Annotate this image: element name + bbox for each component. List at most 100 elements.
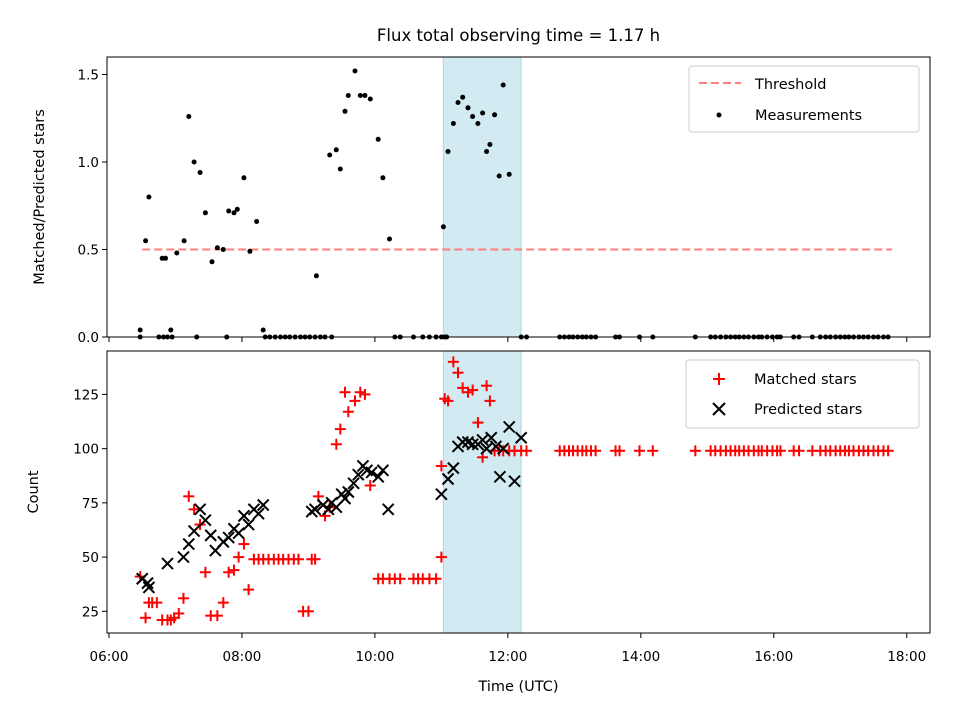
predicted-star-marker [199, 513, 212, 527]
measurement-point [197, 170, 203, 175]
predicted-star-marker [338, 492, 352, 505]
bottom-legend: Matched stars Predicted stars [685, 359, 920, 429]
y-tick-label: 0.0 [78, 330, 99, 346]
matched-star-marker [520, 445, 532, 457]
top-plot-frame [106, 56, 931, 338]
matched-star-marker [430, 573, 442, 585]
predicted-star-marker [372, 470, 385, 484]
measurement-point [367, 96, 373, 102]
matched-star-marker [140, 612, 152, 624]
predicted-star-marker [447, 461, 460, 475]
measurement-point [234, 206, 240, 212]
matched-star-marker [339, 386, 351, 398]
matched-star-marker [177, 592, 189, 604]
matched-star-marker [342, 406, 354, 418]
y-tick-label: 25 [82, 604, 99, 620]
measurement-point [492, 112, 498, 118]
matched-star-marker [330, 438, 342, 450]
predicted-star-marker [347, 477, 360, 490]
matched-star-marker [442, 395, 454, 407]
measurements-legend-label: Measurements [755, 108, 862, 124]
x-tick-label: 06:00 [90, 649, 129, 665]
matched-star-marker [394, 573, 406, 585]
predicted-star-marker [242, 518, 255, 531]
measurement-point [470, 114, 476, 119]
predicted-star-marker [435, 487, 448, 501]
measurement-point [450, 121, 456, 126]
predicted-star-marker [381, 503, 395, 516]
measurement-point [247, 248, 253, 254]
bottom-y-ticks: 25 50 75 100 125 [73, 387, 107, 620]
y-tick-label: 1.0 [78, 155, 99, 171]
predicted-star-marker [141, 576, 154, 590]
matched-legend-swatch [713, 373, 725, 385]
measurement-point [163, 255, 168, 261]
predicted-star-marker [376, 464, 390, 477]
matched-star-marker [364, 479, 376, 491]
threshold-legend-label: Threshold [754, 77, 826, 93]
matched-star-marker [334, 423, 346, 435]
matched-star-marker [349, 395, 361, 407]
matched-star-marker [302, 605, 314, 617]
matched-star-marker [435, 460, 447, 472]
predicted-star-marker [365, 466, 378, 479]
predicted-star-marker [237, 509, 251, 523]
predicted-star-marker [308, 503, 322, 516]
measurement-point [168, 327, 174, 333]
measurement-point [186, 114, 192, 119]
predicted-star-marker [456, 435, 469, 449]
matched-star-marker [173, 607, 185, 619]
matched-star-marker [793, 445, 805, 457]
measurement-point [191, 159, 197, 165]
measurement-point [181, 238, 187, 244]
matched-star-marker [211, 610, 223, 622]
measurement-point [345, 93, 351, 98]
predicted-star-marker [204, 529, 217, 542]
measurement-point [333, 147, 339, 153]
measurement-point [313, 273, 319, 279]
predicted-star-marker [466, 438, 479, 451]
y-tick-label: 100 [73, 442, 99, 458]
matched-star-marker [467, 384, 479, 396]
matched-star-marker [882, 445, 894, 457]
measurement-point [440, 224, 446, 230]
predicted-star-marker [232, 527, 245, 540]
x-tick-label: 14:00 [621, 649, 660, 665]
matched-star-marker [199, 566, 211, 578]
y-tick-label: 1.5 [78, 68, 99, 84]
predicted-star-marker [252, 507, 265, 520]
matched-star-marker [292, 553, 304, 565]
predicted-star-marker [182, 537, 195, 551]
measurement-point [380, 175, 386, 181]
predicted-star-marker [222, 531, 235, 544]
chart-title: Flux total observing time = 1.17 h [377, 26, 660, 45]
top-y-ticks: 0.0 0.5 1.0 1.5 [78, 68, 107, 346]
y-tick-label: 50 [82, 550, 99, 566]
predicted-legend-swatch [712, 402, 726, 416]
measurement-point [220, 247, 226, 252]
predicted-star-marker [187, 524, 201, 538]
matched-star-marker [614, 445, 626, 457]
measurement-point [362, 93, 368, 98]
x-tick-label: 16:00 [754, 649, 793, 665]
measurement-point [202, 210, 208, 216]
x-tick-label: 18:00 [887, 649, 926, 665]
measurement-point [487, 142, 493, 147]
predicted-star-marker [322, 503, 335, 516]
top-legend: Threshold Measurements [688, 65, 920, 133]
matched-star-marker [435, 551, 447, 563]
matched-stars-series [134, 356, 894, 626]
matched-star-marker [689, 445, 701, 457]
predicted-star-marker [485, 431, 498, 444]
predicted-star-marker [497, 442, 510, 455]
measurement-point [506, 171, 512, 177]
measurement-point [480, 110, 486, 116]
matched-star-marker [472, 417, 484, 429]
y-tick-label: 75 [82, 496, 99, 512]
bottom-x-ticks: 06:00 08:00 10:00 12:00 14:00 16:00 18:00 [90, 633, 926, 665]
bottom-y-axis-label: Count [26, 470, 42, 513]
bottom-highlight-band [442, 350, 522, 634]
bottom-plot-frame [106, 350, 931, 634]
matched-star-marker [238, 538, 250, 550]
